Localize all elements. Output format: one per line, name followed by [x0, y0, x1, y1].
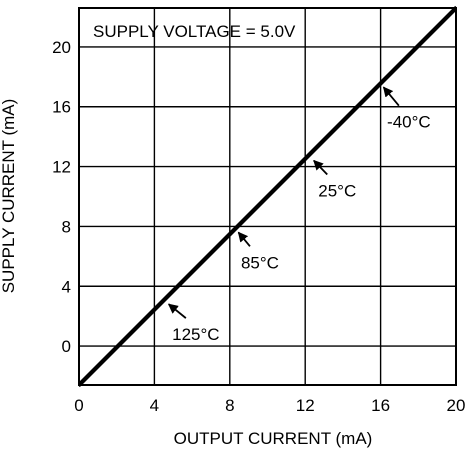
- grid-lines: [79, 8, 456, 385]
- tick-labels: 0 4 8 12 16 20 0 4 8 12 16 20: [52, 38, 465, 415]
- x-tick-label: 4: [150, 396, 159, 415]
- temperature-label: -40°C: [387, 113, 431, 132]
- annotation-arrow: [382, 86, 400, 107]
- x-tick-label: 0: [74, 396, 83, 415]
- y-tick-label: 20: [52, 38, 71, 57]
- y-tick-label: 0: [62, 337, 71, 356]
- y-tick-label: 12: [52, 158, 71, 177]
- condition-annotation: SUPPLY VOLTAGE = 5.0V: [93, 22, 296, 41]
- annotation-arrow: [237, 231, 251, 247]
- y-axis-title: SUPPLY CURRENT (mA): [0, 99, 18, 294]
- x-tick-label: 20: [447, 396, 466, 415]
- x-axis-title: OUTPUT CURRENT (mA): [174, 429, 373, 448]
- temperature-label: 85°C: [241, 253, 279, 272]
- plot-frame: [78, 7, 457, 386]
- series-group: [78, 5, 457, 388]
- annotations: SUPPLY VOLTAGE = 5.0V -40°C 25°C 85°C 125°C: [93, 22, 431, 344]
- annotation-arrow: [167, 303, 187, 319]
- series-line: [78, 8, 457, 388]
- y-tick-label: 4: [62, 277, 71, 296]
- y-tick-label: 8: [62, 217, 71, 236]
- x-tick-label: 12: [296, 396, 315, 415]
- x-tick-label: 16: [371, 396, 390, 415]
- x-tick-label: 8: [225, 396, 234, 415]
- annotation-arrow: [313, 159, 328, 176]
- y-tick-label: 16: [52, 98, 71, 117]
- temperature-label: 125°C: [172, 325, 219, 344]
- temperature-label: 25°C: [318, 182, 356, 201]
